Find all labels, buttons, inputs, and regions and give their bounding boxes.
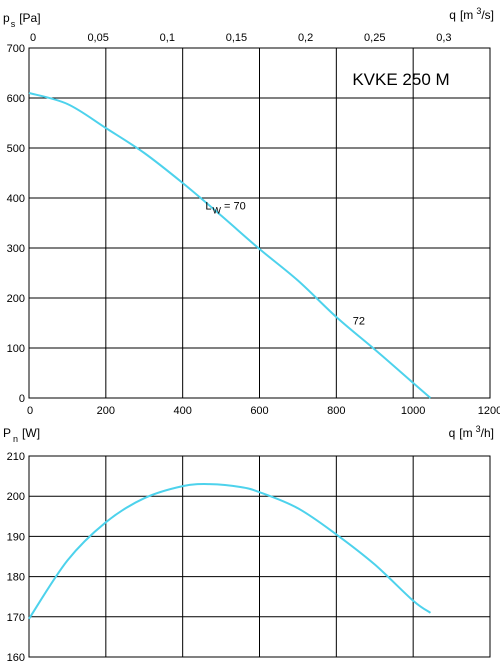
flow-bottom-axis-unit-suffix: /h] xyxy=(481,426,494,440)
bottom-grid xyxy=(29,456,490,657)
flow-bottom-axis-symbol: q xyxy=(449,426,456,440)
bottom-y-tick-label: 160 xyxy=(7,652,25,664)
top-y-tick-label: 700 xyxy=(7,43,25,55)
flow-top-axis-unit-suffix: /s] xyxy=(481,8,494,22)
flow-bottom-axis-label: q [m 3/h] xyxy=(449,424,494,440)
top-secondary-x-tick-label: 0,3 xyxy=(436,32,451,44)
top-x-tick-label: 200 xyxy=(97,405,115,417)
flow-top-axis-unit-prefix: [m xyxy=(460,8,473,22)
top-secondary-x-tick-label: 0 xyxy=(30,32,36,44)
top-secondary-x-tick-label: 0,15 xyxy=(226,32,247,44)
pressure-axis-unit: [Pa] xyxy=(19,11,40,25)
top-x-tick-label: 1000 xyxy=(401,405,425,417)
model-label: KVKE 250 M xyxy=(352,70,449,89)
bottom-y-tick-label: 170 xyxy=(7,612,25,624)
top-y-tick-label: 400 xyxy=(7,193,25,205)
flow-bottom-axis-superscript: 3 xyxy=(476,424,481,434)
top-secondary-x-tick-label: 0,25 xyxy=(364,32,385,44)
top-x-tick-label: 400 xyxy=(173,405,191,417)
bottom-y-tick-label: 210 xyxy=(7,451,25,463)
top-secondary-x-tick-label: 0,1 xyxy=(160,32,175,44)
top-x-tick-label: 600 xyxy=(250,405,268,417)
pressure-curve xyxy=(28,92,432,399)
sound-power-label-70: LW = 70 xyxy=(205,201,245,216)
top-x-tick-label: 0 xyxy=(27,405,33,417)
top-secondary-x-tick-label: 0,05 xyxy=(87,32,108,44)
power-axis-symbol: P xyxy=(3,426,11,440)
power-axis-unit: [W] xyxy=(22,426,40,440)
top-x-tick-label: 1200 xyxy=(478,405,500,417)
bottom-y-ticks: 160 170 180 190 200 210 xyxy=(7,451,25,664)
flow-top-axis-label: q [m 3/s] xyxy=(449,6,494,22)
power-axis-subscript: n xyxy=(13,434,18,444)
top-secondary-x-ticks: 0 0,05 0,1 0,15 0,2 0,25 0,3 xyxy=(30,32,452,44)
bottom-series xyxy=(28,483,432,620)
sound-power-symbol: L xyxy=(205,201,211,213)
flow-top-axis-superscript: 3 xyxy=(476,6,481,16)
flow-top-axis-symbol: q xyxy=(449,8,456,22)
flow-bottom-axis-unit-prefix: [m xyxy=(459,426,472,440)
top-series xyxy=(28,92,432,399)
top-y-tick-label: 100 xyxy=(7,343,25,355)
top-y-tick-label: 500 xyxy=(7,143,25,155)
bottom-y-tick-label: 180 xyxy=(7,572,25,584)
top-x-tick-label: 800 xyxy=(327,405,345,417)
top-chart: 0 100 200 300 400 500 600 700 0 200 400 600 800 1000… xyxy=(3,6,500,440)
top-x-ticks: 0 200 400 600 800 1000 1200 xyxy=(27,405,500,417)
top-y-tick-label: 300 xyxy=(7,243,25,255)
pressure-axis-label: ps [Pa] xyxy=(3,11,41,29)
bottom-y-tick-label: 200 xyxy=(7,491,25,503)
power-curve xyxy=(28,483,432,620)
pressure-axis-symbol: p xyxy=(3,11,10,25)
pressure-axis-subscript: s xyxy=(11,19,16,29)
top-grid xyxy=(29,48,490,398)
top-y-tick-label: 600 xyxy=(7,93,25,105)
sound-power-value: = 70 xyxy=(221,201,246,213)
top-y-tick-label: 0 xyxy=(19,393,25,405)
sound-power-subscript: W xyxy=(212,206,221,216)
top-secondary-x-tick-label: 0,2 xyxy=(298,32,313,44)
bottom-y-tick-label: 190 xyxy=(7,531,25,543)
top-y-tick-label: 200 xyxy=(7,293,25,305)
top-y-ticks: 0 100 200 300 400 500 600 700 xyxy=(7,43,25,405)
sound-power-label-72: 72 xyxy=(353,316,365,328)
